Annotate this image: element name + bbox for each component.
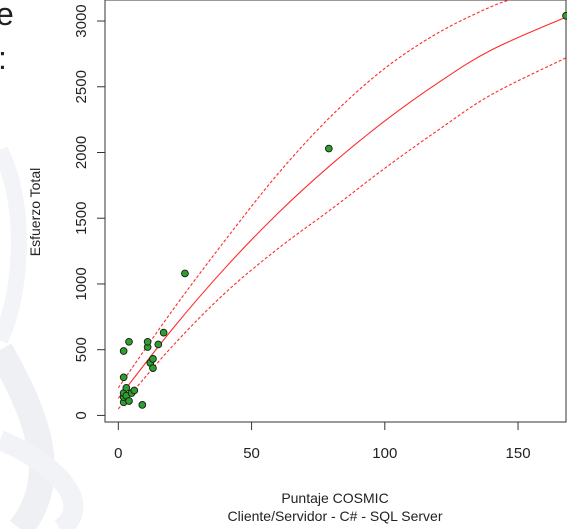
data-point (125, 337, 133, 346)
data-point (181, 269, 189, 278)
fit-curves (117, 0, 567, 410)
confidence-band-line (117, 0, 512, 389)
data-point (149, 364, 157, 372)
data-point (119, 373, 128, 382)
x-axis-subtitle: Cliente/Servidor - C# - SQL Server (227, 508, 443, 524)
slide-text-fragment-1: e (0, 0, 14, 32)
x-tick-label: 150 (506, 445, 531, 462)
y-tick-label: 0 (73, 411, 90, 419)
y-tick-label: 1500 (73, 202, 90, 235)
y-axis-title: Esfuerzo Total (27, 168, 43, 256)
y-tick-label: 2500 (73, 70, 90, 103)
data-point (324, 144, 333, 153)
y-tick-label: 3000 (73, 4, 90, 37)
x-axis: 0 50 100 150 (114, 421, 531, 462)
data-point (125, 397, 133, 405)
plot-box (104, 0, 567, 423)
data-point (130, 386, 139, 395)
data-point (119, 347, 128, 355)
data-point (143, 337, 152, 346)
data-point (159, 328, 168, 337)
data-points (119, 11, 567, 409)
data-point (562, 11, 567, 20)
x-axis-title: Puntaje COSMIC (281, 490, 389, 506)
x-tick-label: 0 (114, 445, 122, 462)
y-tick-label: 500 (73, 337, 90, 362)
confidence-band-line (117, 57, 567, 410)
data-point (122, 383, 131, 392)
y-axis: 0 500 1000 1500 2000 2500 3000 (73, 4, 106, 420)
slide-text-fragment-2: : (0, 40, 7, 77)
fit-line (117, 16, 567, 399)
data-point (138, 401, 147, 409)
data-point (149, 355, 157, 363)
x-tick-label: 100 (372, 445, 397, 462)
y-tick-label: 2000 (73, 136, 90, 169)
data-point (154, 340, 163, 349)
y-tick-label: 1000 (73, 267, 90, 300)
x-tick-label: 50 (243, 445, 260, 462)
